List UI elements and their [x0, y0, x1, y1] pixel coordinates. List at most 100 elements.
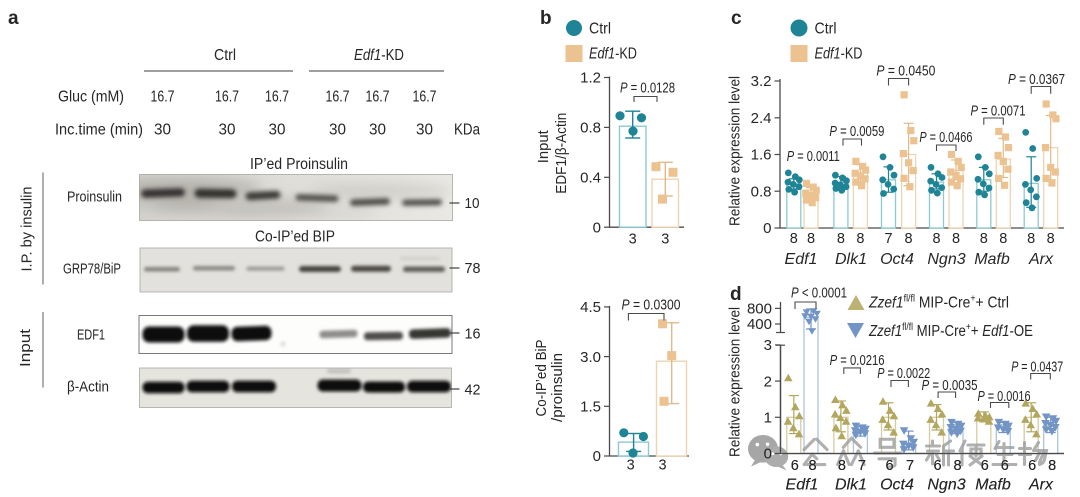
- svg-text:6: 6: [1028, 458, 1036, 474]
- svg-text:30: 30: [154, 122, 171, 139]
- svg-text:6: 6: [791, 458, 799, 474]
- svg-text:IP’ed Proinsulin: IP’ed Proinsulin: [250, 156, 348, 173]
- svg-text:4.5: 4.5: [580, 299, 601, 316]
- svg-text:Zzef1fl/fl MIP-Cre++ Ctrl: Zzef1fl/fl MIP-Cre++ Ctrl: [868, 294, 1009, 312]
- svg-text:EDF1/β-Actin: EDF1/β-Actin: [553, 113, 570, 194]
- svg-text:8: 8: [837, 231, 845, 247]
- svg-text:Dlk1: Dlk1: [835, 477, 867, 494]
- svg-text:P < 0.0001: P < 0.0001: [791, 286, 847, 302]
- svg-text:Arx: Arx: [1028, 477, 1054, 494]
- svg-text:Edf1: Edf1: [785, 251, 818, 268]
- svg-text:6: 6: [981, 458, 989, 474]
- svg-text:0: 0: [593, 219, 601, 236]
- svg-text:Ctrl: Ctrl: [214, 47, 236, 64]
- svg-text:8: 8: [932, 231, 940, 247]
- svg-text:16.7: 16.7: [215, 89, 239, 106]
- svg-text:7: 7: [858, 458, 866, 474]
- svg-text:Edf1: Edf1: [786, 477, 819, 494]
- svg-text:Ngn3: Ngn3: [927, 251, 965, 268]
- svg-text:8: 8: [790, 231, 798, 247]
- svg-text:Relative expression level: Relative expression level: [728, 76, 744, 226]
- svg-text:EDF1: EDF1: [77, 327, 105, 344]
- svg-text:8: 8: [1048, 458, 1056, 474]
- svg-text:Edf1: Edf1: [786, 477, 819, 494]
- svg-text:8: 8: [1048, 458, 1056, 474]
- svg-text:0: 0: [593, 448, 601, 465]
- svg-text:30: 30: [219, 122, 236, 139]
- svg-text:7: 7: [884, 231, 892, 247]
- svg-text:1.5: 1.5: [580, 399, 601, 416]
- svg-text:Inc.time (min): Inc.time (min): [55, 122, 143, 139]
- svg-text:8: 8: [808, 458, 816, 474]
- svg-text:2.4: 2.4: [751, 110, 772, 127]
- svg-text:16.7: 16.7: [366, 89, 390, 106]
- svg-text:30: 30: [369, 122, 386, 139]
- svg-text:6: 6: [933, 458, 941, 474]
- svg-text:3: 3: [659, 458, 667, 474]
- svg-text:3: 3: [629, 232, 637, 248]
- svg-text:Edf1-KD: Edf1-KD: [354, 47, 404, 64]
- svg-text:8: 8: [980, 231, 988, 247]
- svg-text:8: 8: [953, 458, 961, 474]
- svg-text:8: 8: [807, 231, 815, 247]
- svg-text:P = 0.0128: P = 0.0128: [620, 81, 675, 97]
- svg-text:8: 8: [905, 231, 913, 247]
- svg-text:Zzef1fl/fl MIP-Cre++ Edf1-OE: Zzef1fl/fl MIP-Cre++ Edf1-OE: [868, 322, 1033, 340]
- svg-text:8: 8: [999, 231, 1007, 247]
- svg-text:Relative expression level: Relative expression level: [728, 307, 744, 457]
- svg-text:1.2: 1.2: [580, 70, 601, 87]
- svg-text:a: a: [8, 8, 19, 29]
- svg-text:P = 0.0016: P = 0.0016: [978, 389, 1031, 405]
- svg-text:1.6: 1.6: [751, 147, 772, 164]
- svg-text:0: 0: [763, 220, 771, 237]
- svg-text:6: 6: [885, 458, 893, 474]
- svg-text:30: 30: [329, 122, 346, 139]
- svg-text:8: 8: [838, 458, 846, 474]
- svg-text:Edf1-KD: Edf1-KD: [589, 46, 637, 63]
- svg-text:Co-IP’ed BIP: Co-IP’ed BIP: [255, 229, 335, 246]
- svg-text:8: 8: [953, 458, 961, 474]
- svg-text:Ctrl: Ctrl: [589, 21, 611, 38]
- svg-text:Gluc (mM): Gluc (mM): [58, 89, 124, 106]
- svg-text:P = 0.0437: P = 0.0437: [1011, 360, 1063, 376]
- svg-text:P = 0.0059: P = 0.0059: [829, 124, 884, 140]
- svg-text:P = 0.0022: P = 0.0022: [877, 366, 930, 382]
- svg-text:Proinsulin: Proinsulin: [67, 189, 122, 206]
- svg-text:10: 10: [465, 195, 480, 212]
- svg-text:0: 0: [764, 446, 772, 463]
- svg-text:P = 0.0011: P = 0.0011: [787, 149, 840, 165]
- svg-text:3: 3: [627, 458, 635, 474]
- svg-text:6: 6: [1028, 458, 1036, 474]
- svg-text:30: 30: [416, 122, 433, 139]
- svg-text:P = 0.0216: P = 0.0216: [830, 353, 885, 369]
- svg-text:2: 2: [764, 373, 772, 390]
- svg-text:8: 8: [952, 231, 960, 247]
- svg-text:7: 7: [906, 458, 914, 474]
- svg-text:P = 0.0300: P = 0.0300: [622, 298, 681, 314]
- svg-text:P = 0.0466: P = 0.0466: [919, 130, 972, 146]
- svg-text:3: 3: [661, 232, 669, 248]
- svg-text:6: 6: [933, 458, 941, 474]
- svg-text:16.7: 16.7: [326, 89, 350, 106]
- svg-text:d: d: [730, 284, 742, 305]
- svg-text:8: 8: [1027, 231, 1035, 247]
- svg-text:Dlk1: Dlk1: [835, 251, 867, 268]
- svg-text:0.8: 0.8: [751, 183, 772, 200]
- svg-text:0.8: 0.8: [580, 120, 601, 137]
- svg-text:Mafb: Mafb: [975, 477, 1011, 494]
- svg-text:Edf1-KD: Edf1-KD: [815, 46, 863, 63]
- svg-text:I.P. by insulin: I.P. by insulin: [19, 187, 36, 272]
- svg-text:3.0: 3.0: [580, 349, 601, 366]
- svg-text:400: 400: [747, 316, 772, 333]
- svg-text:7: 7: [858, 458, 866, 474]
- svg-text:78: 78: [465, 260, 481, 277]
- svg-text:Mafb: Mafb: [975, 477, 1011, 494]
- svg-text:Ctrl: Ctrl: [815, 21, 837, 38]
- svg-text:Mafb: Mafb: [974, 251, 1010, 268]
- svg-text:8: 8: [838, 458, 846, 474]
- svg-text:b: b: [540, 8, 552, 29]
- svg-text:KDa: KDa: [454, 122, 480, 139]
- svg-text:P = 0.0450: P = 0.0450: [876, 64, 935, 80]
- svg-text:6: 6: [981, 458, 989, 474]
- svg-text:Arx: Arx: [1028, 477, 1054, 494]
